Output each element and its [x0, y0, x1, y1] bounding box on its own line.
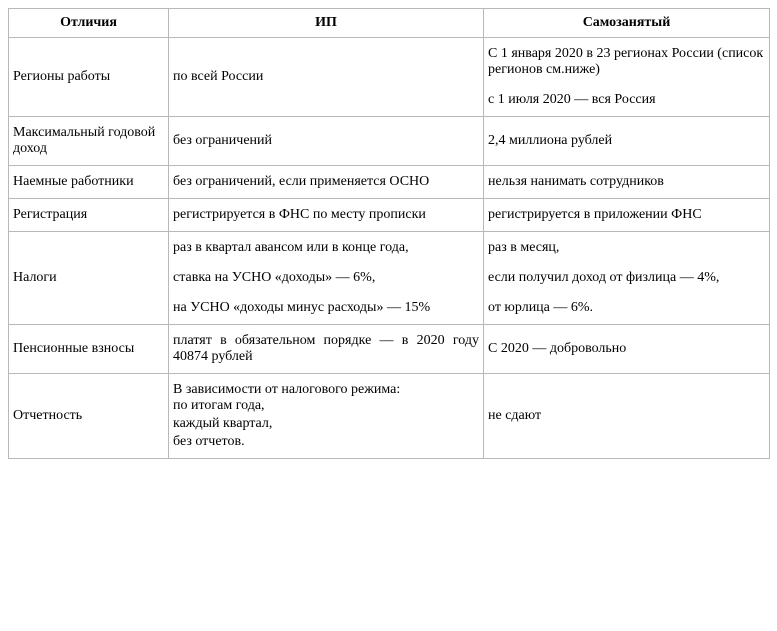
cell-para: на УСНО «доходы минус расходы» — 15% — [173, 300, 479, 316]
cell-para: от юрлица — 6%. — [488, 300, 765, 316]
ip-cell: без ограничений, если применяется ОСНО — [169, 166, 484, 199]
row-label: Регионы работы — [9, 38, 169, 117]
table-row: Отчетность В зависимости от налогового р… — [9, 374, 770, 459]
header-differences: Отличия — [9, 9, 169, 38]
ip-cell: без ограничений — [169, 117, 484, 166]
ip-cell: по всей России — [169, 38, 484, 117]
cell-para: по итогам года, — [173, 398, 479, 414]
cell-para: с 1 июля 2020 — вся Россия — [488, 92, 765, 108]
table-row: Максимальный годовой доход без ограничен… — [9, 117, 770, 166]
row-label: Отчетность — [9, 374, 169, 459]
ip-cell: раз в квартал авансом или в конце года, … — [169, 232, 484, 325]
row-label: Максимальный годовой доход — [9, 117, 169, 166]
cell-para: ставка на УСНО «доходы» — 6%, — [173, 270, 479, 286]
table-row: Налоги раз в квартал авансом или в конце… — [9, 232, 770, 325]
header-self-employed: Самозанятый — [484, 9, 770, 38]
table-row: Наемные работники без ограничений, если … — [9, 166, 770, 199]
self-cell: С 2020 — добровольно — [484, 325, 770, 374]
self-cell: не сдают — [484, 374, 770, 459]
cell-para: если получил доход от физлица — 4%, — [488, 270, 765, 286]
row-label: Регистрация — [9, 199, 169, 232]
self-cell: раз в месяц, если получил доход от физли… — [484, 232, 770, 325]
self-cell: регистрируется в приложении ФНС — [484, 199, 770, 232]
row-label: Наемные работники — [9, 166, 169, 199]
table-header-row: Отличия ИП Самозанятый — [9, 9, 770, 38]
table-row: Регионы работы по всей России С 1 января… — [9, 38, 770, 117]
self-cell: С 1 января 2020 в 23 регионах России (сп… — [484, 38, 770, 117]
ip-cell: регистрируется в ФНС по месту прописки — [169, 199, 484, 232]
cell-para: раз в квартал авансом или в конце года, — [173, 240, 479, 256]
cell-para: раз в месяц, — [488, 240, 765, 256]
cell-para: С 1 января 2020 в 23 регионах России (сп… — [488, 46, 765, 78]
header-ip: ИП — [169, 9, 484, 38]
table-row: Пенсионные взносы платят в обязательном … — [9, 325, 770, 374]
self-cell: 2,4 миллиона рублей — [484, 117, 770, 166]
comparison-table: Отличия ИП Самозанятый Регионы работы по… — [8, 8, 770, 459]
ip-cell: В зависимости от налогового режима: по и… — [169, 374, 484, 459]
ip-cell: платят в обязательном порядке — в 2020 г… — [169, 325, 484, 374]
row-label: Налоги — [9, 232, 169, 325]
self-cell: нельзя нанимать сотрудников — [484, 166, 770, 199]
table-row: Регистрация регистрируется в ФНС по мест… — [9, 199, 770, 232]
cell-para: каждый квартал, — [173, 416, 479, 432]
cell-para: В зависимости от налогового режима: — [173, 382, 479, 398]
row-label: Пенсионные взносы — [9, 325, 169, 374]
cell-para: без отчетов. — [173, 434, 479, 450]
